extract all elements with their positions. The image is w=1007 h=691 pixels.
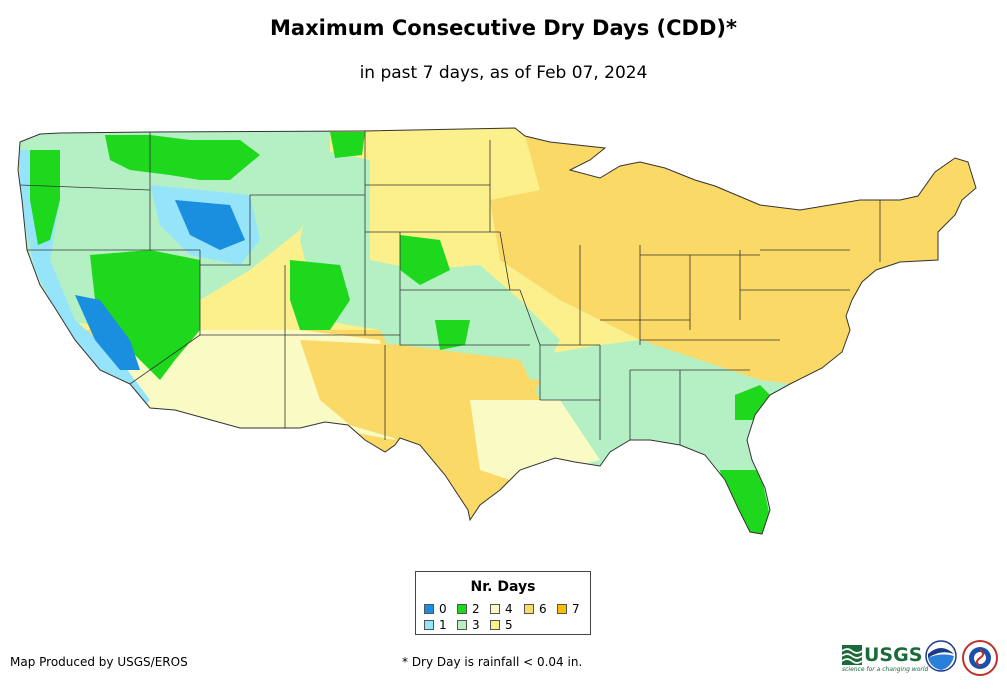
legend-items: 0 1 2 3 4 5 6 7 <box>424 602 589 634</box>
legend-swatch-4 <box>490 604 500 614</box>
legend-item-2: 2 <box>457 602 480 616</box>
region-carolina-coast-2 <box>735 385 775 420</box>
legend-item-6: 6 <box>524 602 547 616</box>
region-montana-2 <box>105 135 260 180</box>
credit-text: Map Produced by USGS/EROS <box>10 655 188 669</box>
region-colorado-2 <box>290 260 350 330</box>
legend-label-1: 1 <box>439 618 447 632</box>
region-idaho-0 <box>175 200 245 250</box>
region-kansas-2 <box>435 320 470 350</box>
legend-swatch-6 <box>524 604 534 614</box>
region-sierra-0 <box>75 295 140 370</box>
legend-title: Nr. Days <box>470 579 536 595</box>
legend-label-4: 4 <box>505 602 513 616</box>
legend-item-4: 4 <box>490 602 513 616</box>
noaa-logo-icon <box>925 640 957 672</box>
us-dry-days-map <box>17 127 977 535</box>
usgs-logo: USGS <box>842 644 922 666</box>
region-washington-2 <box>30 150 60 245</box>
legend-item-5: 5 <box>490 618 513 632</box>
usgs-wave-icon <box>842 645 862 665</box>
agency-logos: USGS science for a changing world <box>842 640 1002 680</box>
map-title: Maximum Consecutive Dry Days (CDD)* <box>270 16 737 40</box>
legend-label-5: 5 <box>505 618 513 632</box>
legend-item-1: 1 <box>424 618 447 632</box>
legend-label-6: 6 <box>539 602 547 616</box>
legend-label-0: 0 <box>439 602 447 616</box>
region-nebraska-2 <box>400 235 450 285</box>
usgs-logo-text: USGS <box>864 644 923 666</box>
legend-swatch-5 <box>490 620 500 630</box>
nws-logo-icon <box>962 640 998 676</box>
state-borders <box>17 127 977 535</box>
legend-swatch-7 <box>557 604 567 614</box>
legend-item-0: 0 <box>424 602 447 616</box>
legend-swatch-3 <box>457 620 467 630</box>
region-montana-east-2 <box>330 132 365 158</box>
map-legend: Nr. Days 0 1 2 3 4 5 6 7 <box>415 571 591 635</box>
legend-swatch-0 <box>424 604 434 614</box>
legend-swatch-1 <box>424 620 434 630</box>
legend-label-7: 7 <box>572 602 580 616</box>
map-subtitle: in past 7 days, as of Feb 07, 2024 <box>359 63 648 83</box>
footnote-text: * Dry Day is rainfall < 0.04 in. <box>402 655 583 669</box>
region-great-basin <box>90 250 200 380</box>
legend-label-3: 3 <box>472 618 480 632</box>
legend-label-2: 2 <box>472 602 480 616</box>
legend-item-3: 3 <box>457 618 480 632</box>
legend-swatch-2 <box>457 604 467 614</box>
legend-item-7: 7 <box>557 602 580 616</box>
usgs-tagline: science for a changing world <box>842 666 929 673</box>
region-florida <box>720 470 775 534</box>
